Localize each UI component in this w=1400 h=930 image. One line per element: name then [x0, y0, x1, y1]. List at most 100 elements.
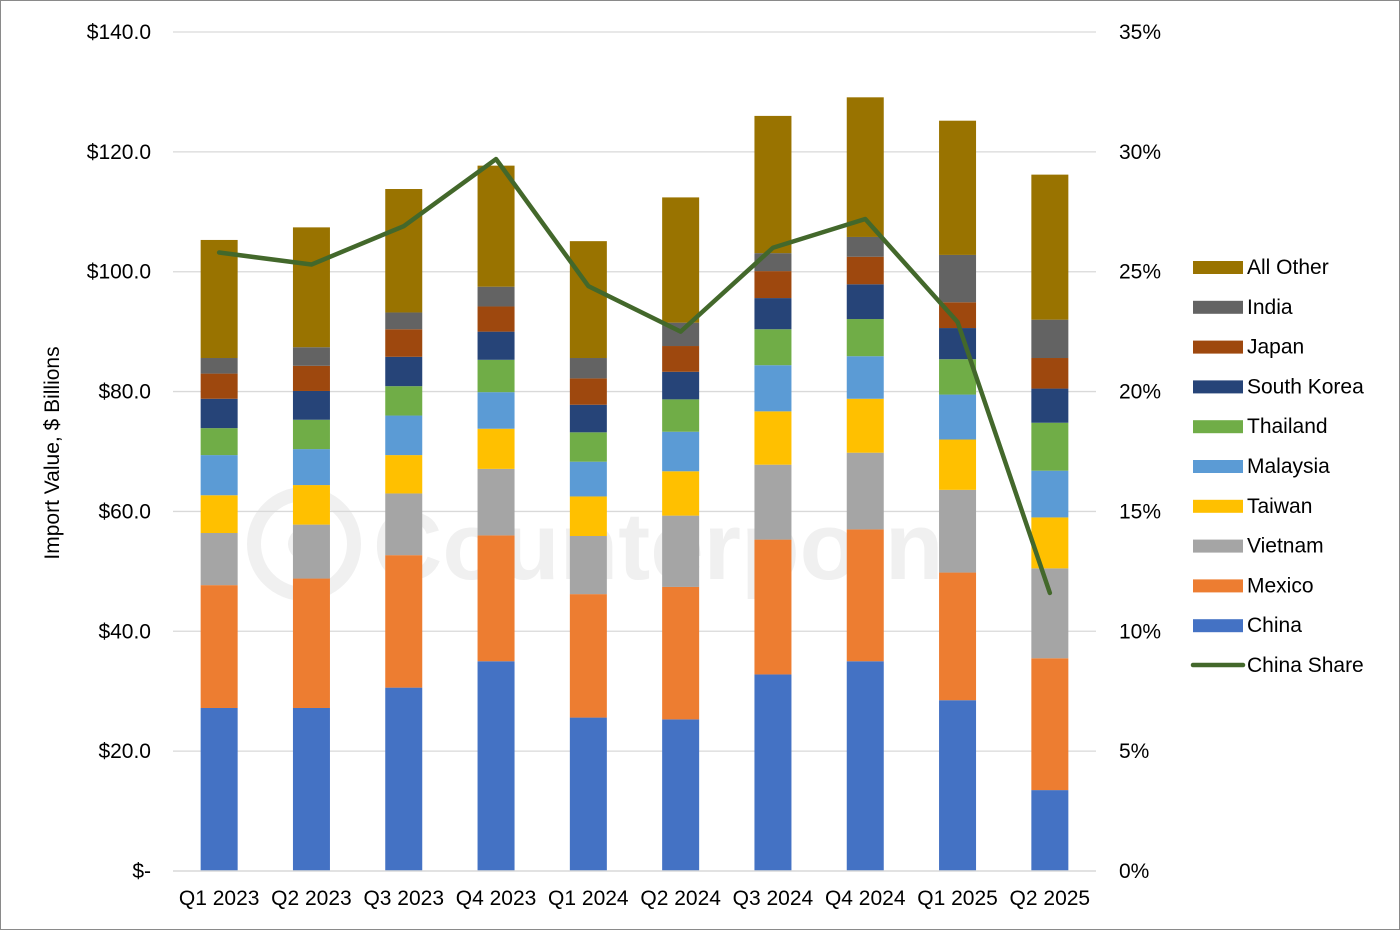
- bar-segment-mexico: [846, 529, 884, 662]
- bar-segment-taiwan: [754, 411, 792, 465]
- x-tick-label: Q4 2023: [456, 887, 537, 910]
- bar-segment-china: [200, 707, 238, 871]
- legend-label-all-other: All Other: [1247, 256, 1329, 279]
- bar-segment-japan: [846, 256, 884, 285]
- bar-segment-taiwan: [385, 455, 423, 494]
- left-y-tick-label: $100.0: [87, 261, 151, 284]
- bar-segment-south-korea: [477, 331, 515, 360]
- bar-segment-all-other: [385, 189, 423, 313]
- bar-segment-mexico: [1031, 658, 1069, 791]
- x-tick-label: Q2 2023: [271, 887, 352, 910]
- bar-segment-india: [385, 312, 423, 330]
- bar-stack-q2-2024: [662, 197, 700, 871]
- legend-label-india: India: [1247, 296, 1293, 319]
- bar-segment-south-korea: [385, 356, 423, 387]
- bar-segment-taiwan: [200, 495, 238, 534]
- x-tick-label: Q1 2023: [179, 887, 260, 910]
- legend: All Other India Japan South Korea Thailand Ma…: [1190, 256, 1364, 677]
- legend-label-china: China: [1247, 614, 1302, 637]
- legend-swatch-thailand: [1193, 420, 1243, 434]
- bar-stack-q2-2025: [1031, 174, 1069, 871]
- bar-segment-taiwan: [292, 485, 330, 525]
- right-y-tick-label: 5%: [1119, 740, 1149, 763]
- x-tick-label: Q3 2023: [363, 887, 444, 910]
- bar-segment-vietnam: [385, 493, 423, 556]
- bar-segment-mexico: [477, 535, 515, 662]
- bar-segment-china: [846, 661, 884, 871]
- bar-segment-taiwan: [477, 428, 515, 469]
- legend-swatch-mexico: [1193, 579, 1243, 593]
- bar-segment-south-korea: [569, 404, 607, 433]
- bar-segment-all-other: [200, 239, 238, 359]
- left-y-tick-label: $20.0: [98, 740, 151, 763]
- bar-segment-all-other: [569, 241, 607, 359]
- bar-segment-malaysia: [1031, 470, 1069, 518]
- legend-label-thailand: Thailand: [1247, 415, 1328, 438]
- legend-swatch-vietnam: [1193, 539, 1243, 553]
- bar-segment-taiwan: [569, 496, 607, 536]
- bar-segment-thailand: [569, 432, 607, 462]
- bar-segment-malaysia: [939, 394, 977, 440]
- bar-segment-malaysia: [569, 461, 607, 497]
- bar-segment-mexico: [939, 572, 977, 701]
- left-y-tick-label: $-: [132, 860, 151, 883]
- bar-segment-vietnam: [846, 452, 884, 530]
- legend-label-taiwan: Taiwan: [1247, 495, 1312, 518]
- bar-segment-india: [846, 236, 884, 257]
- bar-segment-vietnam: [1031, 568, 1069, 659]
- bar-segment-taiwan: [662, 471, 700, 516]
- bars: [200, 97, 1069, 871]
- x-axis: Q1 2023 Q2 2023 Q3 2023 Q4 2023 Q1 2024 Q2 20…: [173, 870, 1096, 910]
- bar-segment-thailand: [754, 329, 792, 366]
- bar-segment-malaysia: [662, 431, 700, 472]
- bar-segment-south-korea: [754, 298, 792, 330]
- bar-segment-mexico: [754, 539, 792, 675]
- right-y-tick-label: 35%: [1119, 21, 1161, 44]
- bar-segment-japan: [1031, 358, 1069, 389]
- bar-segment-china: [662, 719, 700, 871]
- x-tick-label: Q2 2024: [640, 887, 721, 910]
- bar-segment-india: [477, 286, 515, 307]
- china-share-line: [216, 156, 1053, 596]
- legend-swatch-japan: [1193, 340, 1243, 354]
- bar-segment-thailand: [662, 399, 700, 432]
- bar-segment-mexico: [662, 586, 700, 720]
- bar-segment-mexico: [200, 585, 238, 708]
- bar-segment-india: [200, 358, 238, 374]
- bar-segment-malaysia: [385, 415, 423, 456]
- bar-segment-all-other: [939, 120, 977, 255]
- legend-swatch-all-other: [1193, 261, 1243, 274]
- bar-segment-malaysia: [754, 365, 792, 412]
- left-y-axis: $- $20.0 $40.0 $60.0 $80.0 $100.0 $120.0 $140.0: [87, 21, 151, 883]
- bar-segment-vietnam: [292, 524, 330, 579]
- x-tick-label: Q1 2025: [917, 887, 998, 910]
- legend-swatch-india: [1193, 300, 1243, 314]
- china-share-line-layer: [216, 156, 1053, 596]
- bar-segment-japan: [569, 378, 607, 405]
- bar-segment-thailand: [292, 419, 330, 450]
- bar-segment-japan: [292, 365, 330, 391]
- bar-segment-mexico: [385, 555, 423, 688]
- x-tick-label: Q1 2024: [548, 887, 629, 910]
- bar-segment-japan: [754, 271, 792, 299]
- bar-segment-all-other: [662, 197, 700, 323]
- right-y-tick-label: 25%: [1119, 261, 1161, 284]
- bar-stack-q1-2024: [569, 241, 607, 871]
- bar-segment-thailand: [200, 428, 238, 456]
- legend-label-malaysia: Malaysia: [1247, 455, 1330, 478]
- bar-segment-taiwan: [939, 439, 977, 490]
- bar-stack-q2-2023: [292, 227, 330, 871]
- legend-swatch-taiwan: [1193, 499, 1243, 513]
- x-tick-label: Q3 2024: [733, 887, 814, 910]
- bar-segment-thailand: [1031, 422, 1069, 471]
- bar-segment-china: [754, 674, 792, 871]
- bar-segment-japan: [477, 306, 515, 332]
- bar-segment-vietnam: [477, 468, 515, 536]
- right-y-tick-label: 15%: [1119, 500, 1161, 523]
- bar-stack-q1-2023: [200, 239, 238, 871]
- right-y-tick-label: 30%: [1119, 141, 1161, 164]
- bar-segment-thailand: [846, 319, 884, 357]
- bar-segment-malaysia: [200, 455, 238, 496]
